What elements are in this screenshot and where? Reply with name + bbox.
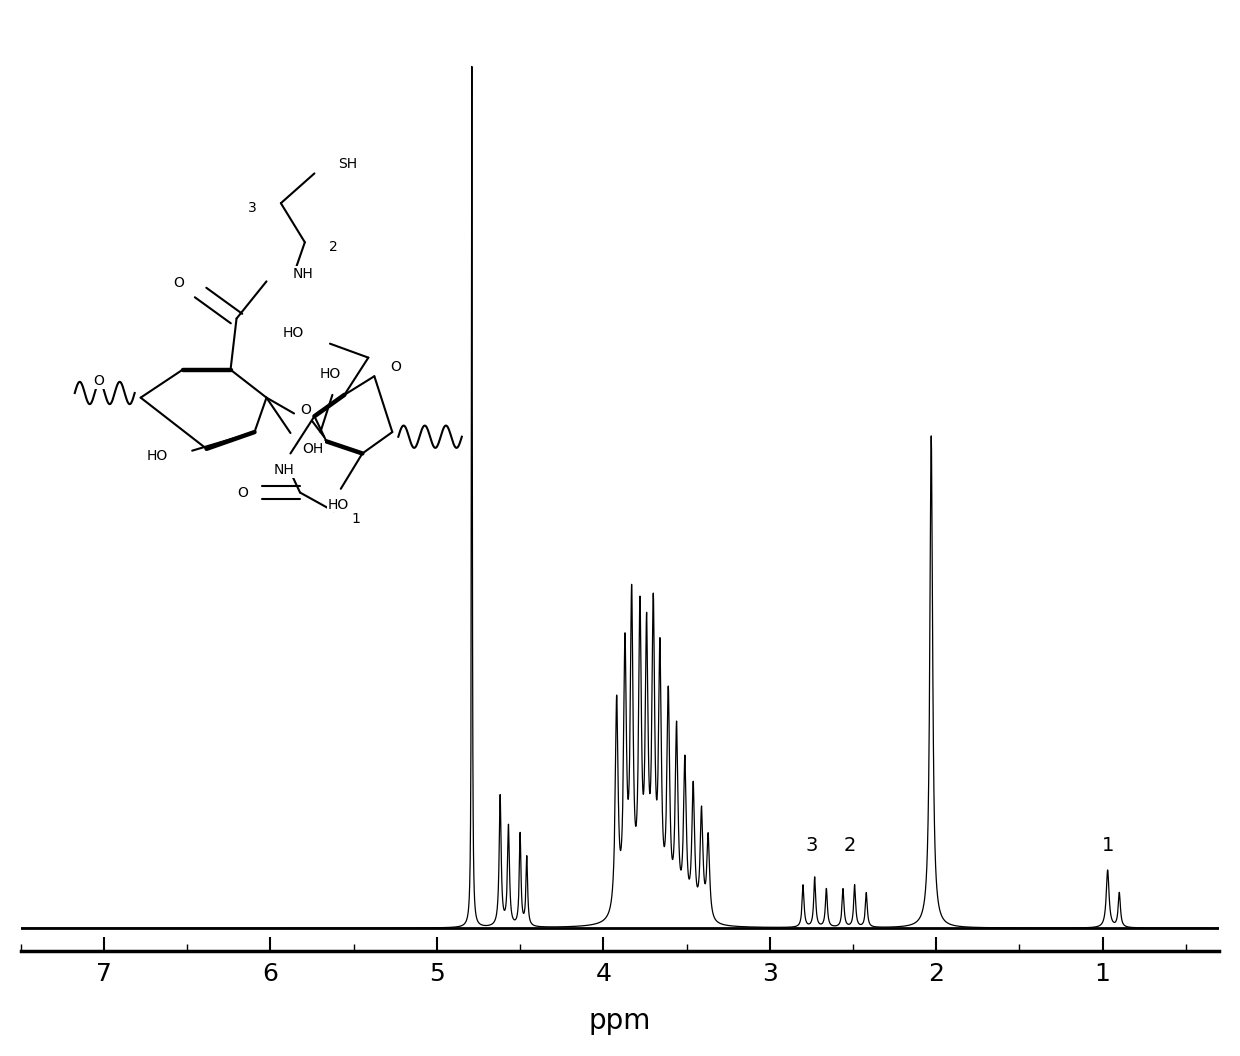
Text: HO: HO bbox=[320, 367, 341, 381]
Text: 2: 2 bbox=[329, 240, 337, 253]
Text: O: O bbox=[174, 277, 185, 290]
Text: 3: 3 bbox=[805, 836, 817, 855]
Text: 2: 2 bbox=[843, 836, 856, 855]
Text: O: O bbox=[391, 360, 402, 374]
Text: O: O bbox=[300, 402, 311, 417]
Text: O: O bbox=[237, 486, 248, 499]
Text: HO: HO bbox=[327, 497, 348, 512]
Text: HO: HO bbox=[283, 325, 304, 340]
Text: HO: HO bbox=[148, 449, 169, 464]
Text: SH: SH bbox=[339, 157, 357, 171]
Text: 3: 3 bbox=[248, 201, 257, 214]
X-axis label: ppm: ppm bbox=[589, 1007, 651, 1035]
Text: OH: OH bbox=[303, 441, 324, 456]
Text: NH: NH bbox=[274, 464, 295, 477]
Text: O: O bbox=[93, 374, 104, 388]
Text: 1: 1 bbox=[1101, 836, 1114, 855]
Text: 1: 1 bbox=[352, 511, 361, 526]
Text: NH: NH bbox=[293, 267, 314, 281]
